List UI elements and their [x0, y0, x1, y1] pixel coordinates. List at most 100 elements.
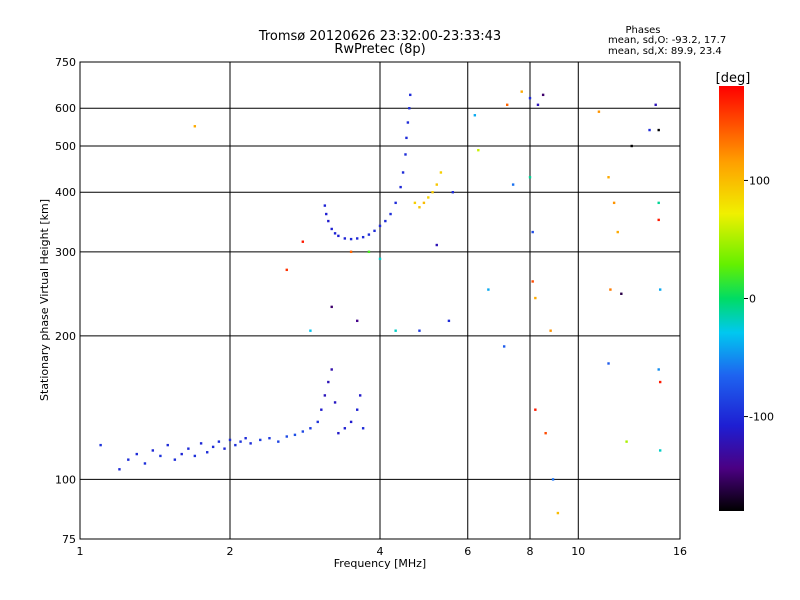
colorbar-label: [deg] — [716, 71, 751, 86]
data-point — [418, 329, 421, 332]
data-point — [173, 458, 177, 461]
data-point — [349, 420, 353, 424]
phases-box-x-line: mean, sd,X: 89.9, 23.4 — [608, 46, 722, 57]
data-point — [228, 438, 232, 442]
data-point — [349, 250, 353, 254]
colorbar-ticks: 100 0 -100 — [744, 174, 774, 424]
data-point — [404, 153, 407, 156]
data-point — [551, 478, 555, 481]
data-point — [187, 447, 190, 450]
data-point — [355, 319, 359, 323]
data-point — [657, 218, 660, 222]
data-point — [355, 408, 359, 411]
data-point — [413, 201, 417, 205]
data-point — [325, 212, 328, 216]
data-point — [361, 235, 365, 239]
data-point — [309, 329, 312, 332]
data-point — [205, 451, 209, 454]
data-point — [541, 93, 545, 97]
data-point — [343, 427, 347, 430]
data-point — [657, 368, 660, 371]
data-point — [285, 268, 288, 272]
data-point — [405, 136, 408, 140]
data-point — [401, 171, 405, 174]
data-point — [630, 144, 633, 148]
y-axis-label: Stationary phase Virtual Height [km] — [38, 199, 51, 401]
data-point — [487, 288, 490, 291]
data-point — [544, 431, 547, 435]
data-point — [127, 458, 130, 461]
y-tick-label: 600 — [55, 102, 76, 115]
data-point — [301, 430, 305, 433]
data-point — [435, 183, 438, 186]
data-point — [534, 408, 537, 411]
data-point — [349, 237, 353, 241]
y-tick-label: 200 — [55, 330, 76, 343]
data-point — [394, 201, 397, 205]
data-point — [333, 232, 337, 235]
data-point — [556, 511, 560, 515]
data-point — [337, 431, 340, 435]
data-point — [193, 454, 197, 458]
data-point — [477, 148, 480, 152]
x-axis-label: Frequency [MHz] — [334, 557, 426, 570]
data-point — [323, 204, 327, 207]
x-tick-label: 8 — [527, 545, 534, 558]
data-point — [418, 206, 421, 209]
data-points — [99, 90, 662, 515]
data-point — [355, 237, 359, 240]
data-point — [528, 176, 532, 179]
data-point — [361, 427, 365, 430]
data-point — [301, 240, 305, 243]
data-point — [323, 394, 327, 397]
data-point — [609, 288, 612, 291]
data-point — [408, 107, 411, 110]
data-point — [658, 449, 662, 452]
data-point — [378, 257, 382, 261]
x-tick-label: 16 — [673, 545, 687, 558]
data-point — [658, 288, 662, 291]
data-point — [378, 224, 382, 228]
data-point — [616, 230, 619, 234]
data-point — [531, 230, 534, 234]
data-point — [648, 128, 651, 132]
data-point — [409, 93, 412, 97]
data-point — [520, 90, 523, 93]
data-point — [654, 103, 657, 107]
data-point — [343, 237, 347, 240]
data-point — [534, 296, 537, 300]
data-point — [327, 219, 330, 223]
data-point — [427, 196, 430, 199]
x-tick-label: 1 — [77, 545, 84, 558]
data-point — [394, 329, 397, 332]
data-point — [327, 380, 330, 384]
data-point — [536, 103, 540, 107]
x-tick-label: 6 — [464, 545, 471, 558]
x-tick-label: 2 — [227, 545, 234, 558]
data-point — [549, 329, 552, 332]
data-point — [447, 319, 451, 323]
data-point — [239, 440, 242, 443]
grid-lines — [80, 62, 680, 539]
y-tick-label: 400 — [55, 186, 76, 199]
data-point — [358, 394, 362, 397]
y-tick-label: 500 — [55, 140, 76, 153]
data-point — [612, 201, 616, 205]
data-point — [223, 447, 226, 450]
data-point — [330, 305, 333, 309]
colorbar-tick-label: 0 — [749, 293, 756, 306]
data-point — [180, 452, 183, 456]
data-point — [607, 362, 610, 365]
data-point — [259, 438, 262, 442]
data-point — [625, 440, 628, 443]
data-point — [217, 440, 221, 443]
data-point — [435, 243, 438, 247]
data-point — [330, 227, 333, 231]
data-point — [431, 191, 434, 194]
x-axis-ticks: 1 2 4 6 8 10 16 — [77, 545, 688, 558]
data-point — [505, 103, 509, 107]
phases-box-o-line: mean, sd,O: -93.2, 17.7 — [608, 35, 726, 46]
colorbar-tick-label: 100 — [749, 174, 770, 187]
data-point — [166, 443, 169, 447]
data-point — [658, 380, 662, 384]
